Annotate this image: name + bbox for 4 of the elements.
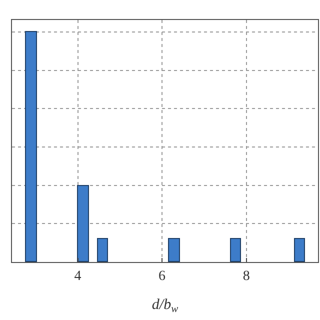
- x-axis-title: d/b$_{w}$: [152, 296, 178, 315]
- x-tick-label: 8: [242, 268, 250, 284]
- x-tick-label: 4: [74, 268, 82, 284]
- x-tick-label: 6: [158, 268, 166, 284]
